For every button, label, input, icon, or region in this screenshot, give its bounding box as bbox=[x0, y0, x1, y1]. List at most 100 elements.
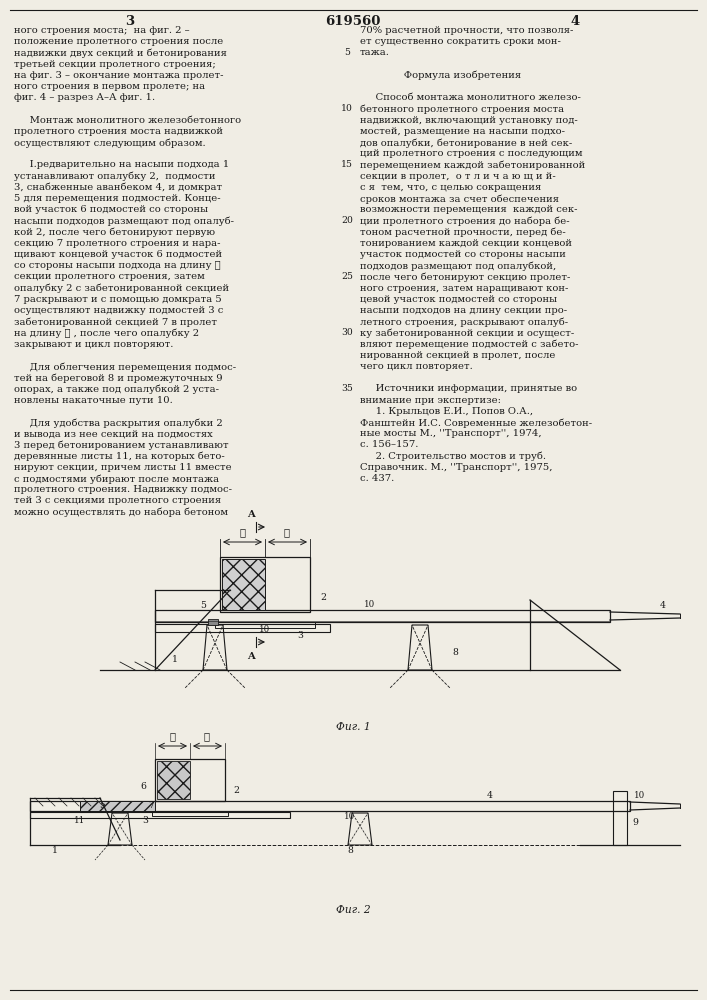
Text: цевой участок подмостей со стороны: цевой участок подмостей со стороны bbox=[360, 295, 557, 304]
Text: Фиг. 2: Фиг. 2 bbox=[336, 905, 370, 915]
Text: опалубку 2 с забетонированной секцией: опалубку 2 с забетонированной секцией bbox=[14, 284, 229, 293]
Text: 2. Строительство мостов и труб.: 2. Строительство мостов и труб. bbox=[360, 452, 546, 461]
Text: I.редварительно на насыпи подхода 1: I.редварительно на насыпи подхода 1 bbox=[14, 160, 229, 169]
Text: 3: 3 bbox=[142, 816, 148, 825]
Text: 20: 20 bbox=[341, 216, 353, 225]
Text: ℓ: ℓ bbox=[239, 528, 245, 537]
Text: Фанштейн И.С. Современные железобетон-: Фанштейн И.С. Современные железобетон- bbox=[360, 418, 592, 428]
Text: 6: 6 bbox=[140, 782, 146, 791]
Text: 1: 1 bbox=[172, 655, 178, 664]
Text: 10: 10 bbox=[341, 104, 353, 113]
Text: A: A bbox=[247, 510, 255, 519]
Text: опорах, а также под опалубкой 2 уста-: опорах, а также под опалубкой 2 уста- bbox=[14, 384, 219, 394]
Text: 10: 10 bbox=[259, 625, 271, 634]
Text: нированной секцией в пролет, после: нированной секцией в пролет, после bbox=[360, 351, 556, 360]
Text: перемещением каждой забетонированной: перемещением каждой забетонированной bbox=[360, 160, 585, 170]
Text: секцию 7 пролетного строения и нара-: секцию 7 пролетного строения и нара- bbox=[14, 239, 221, 248]
Text: ные мосты М., ''Транспорт'', 1974,: ные мосты М., ''Транспорт'', 1974, bbox=[360, 429, 542, 438]
Text: A: A bbox=[247, 652, 255, 661]
Text: ций пролетного строения с последующим: ций пролетного строения с последующим bbox=[360, 149, 583, 158]
Text: насыпи подходов на длину секции про-: насыпи подходов на длину секции про- bbox=[360, 306, 567, 315]
Text: 5 для перемещения подмостей. Конце-: 5 для перемещения подмостей. Конце- bbox=[14, 194, 221, 203]
Text: с я  тем, что, с целью сокращения: с я тем, что, с целью сокращения bbox=[360, 183, 542, 192]
Text: на фиг. 3 – окончание монтажа пролет-: на фиг. 3 – окончание монтажа пролет- bbox=[14, 71, 223, 80]
Text: тажа.: тажа. bbox=[360, 48, 390, 57]
Bar bbox=[152, 811, 228, 816]
Bar bbox=[80, 801, 155, 811]
Text: участок подмостей со стороны насыпи: участок подмостей со стороны насыпи bbox=[360, 250, 566, 259]
Bar bbox=[215, 622, 315, 628]
Text: тоном расчетной прочности, перед бе-: тоном расчетной прочности, перед бе- bbox=[360, 228, 566, 237]
Text: пролетного строения. Надвижку подмос-: пролетного строения. Надвижку подмос- bbox=[14, 485, 232, 494]
Text: 5: 5 bbox=[344, 48, 350, 57]
Text: пролетного строения моста надвижкой: пролетного строения моста надвижкой bbox=[14, 127, 223, 136]
Text: дов опалубки, бетонирование в ней сек-: дов опалубки, бетонирование в ней сек- bbox=[360, 138, 572, 147]
Text: фиг. 4 – разрез А–А фиг. 1.: фиг. 4 – разрез А–А фиг. 1. bbox=[14, 93, 155, 102]
Text: внимание при экспертизе:: внимание при экспертизе: bbox=[360, 396, 501, 405]
Text: Фиг. 1: Фиг. 1 bbox=[336, 722, 370, 732]
Text: насыпи подходов размещают под опалуб-: насыпи подходов размещают под опалуб- bbox=[14, 216, 234, 226]
Bar bbox=[208, 619, 218, 625]
Text: положение пролетного строения после: положение пролетного строения после bbox=[14, 37, 223, 46]
Text: 5: 5 bbox=[200, 601, 206, 610]
Text: 70% расчетной прочности, что позволя-: 70% расчетной прочности, что позволя- bbox=[360, 26, 573, 35]
Bar bbox=[155, 624, 330, 632]
Text: Справочник. М., ''Транспорт'', 1975,: Справочник. М., ''Транспорт'', 1975, bbox=[360, 463, 552, 472]
Text: с подмостями убирают после монтажа: с подмостями убирают после монтажа bbox=[14, 474, 219, 484]
Text: чего цикл повторяет.: чего цикл повторяет. bbox=[360, 362, 473, 371]
Text: 3: 3 bbox=[297, 631, 303, 640]
Text: 7 раскрывают и с помощью домкрата 5: 7 раскрывают и с помощью домкрата 5 bbox=[14, 295, 222, 304]
Text: ции пролетного строения до набора бе-: ции пролетного строения до набора бе- bbox=[360, 216, 570, 226]
Text: закрывают и цикл повторяют.: закрывают и цикл повторяют. bbox=[14, 340, 173, 349]
Text: 15: 15 bbox=[341, 160, 353, 169]
Text: 8: 8 bbox=[452, 648, 458, 657]
Text: 4: 4 bbox=[660, 601, 666, 610]
Text: нируют секции, причем листы 11 вместе: нируют секции, причем листы 11 вместе bbox=[14, 463, 232, 472]
Text: ℓ: ℓ bbox=[169, 732, 175, 741]
Text: сроков монтажа за счет обеспечения: сроков монтажа за счет обеспечения bbox=[360, 194, 559, 204]
Text: устанавливают опалубку 2,  подмости: устанавливают опалубку 2, подмости bbox=[14, 172, 216, 181]
Text: 1. Крыльцов Е.И., Попов О.А.,: 1. Крыльцов Е.И., Попов О.А., bbox=[360, 407, 533, 416]
Text: секции в пролет,  о т л и ч а ю щ и й-: секции в пролет, о т л и ч а ю щ и й- bbox=[360, 172, 556, 181]
Text: 4: 4 bbox=[571, 15, 580, 28]
Text: 619560: 619560 bbox=[325, 15, 380, 28]
Text: надвижкой, включающий установку под-: надвижкой, включающий установку под- bbox=[360, 116, 578, 125]
Text: на длину ℓ , после чего опалубку 2: на длину ℓ , после чего опалубку 2 bbox=[14, 328, 199, 338]
Text: летного строения, раскрывают опалуб-: летного строения, раскрывают опалуб- bbox=[360, 317, 568, 327]
Text: 4: 4 bbox=[487, 791, 493, 800]
Text: бетонного пролетного строения моста: бетонного пролетного строения моста bbox=[360, 104, 564, 114]
Text: ного строения в первом пролете; на: ного строения в первом пролете; на bbox=[14, 82, 205, 91]
Text: подходов размещают под опалубкой,: подходов размещают под опалубкой, bbox=[360, 261, 556, 271]
Text: после чего бетонируют секцию пролет-: после чего бетонируют секцию пролет- bbox=[360, 272, 571, 282]
Text: ку забетонированной секции и осущест-: ку забетонированной секции и осущест- bbox=[360, 328, 574, 338]
Text: с. 156–157.: с. 156–157. bbox=[360, 440, 419, 449]
Bar bbox=[30, 801, 630, 811]
Text: и вывода из нее секций на подмостях: и вывода из нее секций на подмостях bbox=[14, 429, 213, 438]
Text: тей 3 с секциями пролетного строения: тей 3 с секциями пролетного строения bbox=[14, 496, 221, 505]
Text: 2: 2 bbox=[233, 786, 239, 795]
Bar bbox=[155, 610, 610, 622]
Text: Способ монтажа монолитного железо-: Способ монтажа монолитного железо- bbox=[360, 93, 581, 102]
Text: 11: 11 bbox=[74, 816, 86, 825]
Text: осуществляют следующим образом.: осуществляют следующим образом. bbox=[14, 138, 206, 147]
Bar bbox=[613, 791, 627, 845]
Text: 25: 25 bbox=[341, 272, 353, 281]
Text: забетонированной секцией 7 в пролет: забетонированной секцией 7 в пролет bbox=[14, 317, 217, 327]
Text: Для удобства раскрытия опалубки 2: Для удобства раскрытия опалубки 2 bbox=[14, 418, 223, 428]
Text: со стороны насыпи подхода на длину ℓ: со стороны насыпи подхода на длину ℓ bbox=[14, 261, 221, 270]
Text: 3 перед бетонированием устанавливают: 3 перед бетонированием устанавливают bbox=[14, 440, 228, 450]
Text: новлены накаточные пути 10.: новлены накаточные пути 10. bbox=[14, 396, 173, 405]
Text: 2: 2 bbox=[320, 593, 326, 602]
Text: секции пролетного строения, затем: секции пролетного строения, затем bbox=[14, 272, 205, 281]
Text: Источники информации, принятые во: Источники информации, принятые во bbox=[360, 384, 577, 393]
Text: вляют перемещение подмостей с забето-: вляют перемещение подмостей с забето- bbox=[360, 340, 578, 349]
Text: 3, снабженные аванбеком 4, и домкрат: 3, снабженные аванбеком 4, и домкрат bbox=[14, 183, 222, 192]
Text: надвижки двух секций и бетонирования: надвижки двух секций и бетонирования bbox=[14, 48, 227, 58]
Text: 5: 5 bbox=[99, 801, 105, 810]
Text: тей на береговой 8 и промежуточных 9: тей на береговой 8 и промежуточных 9 bbox=[14, 373, 223, 383]
Text: Для облегчения перемещения подмос-: Для облегчения перемещения подмос- bbox=[14, 362, 236, 371]
Text: ℓ: ℓ bbox=[204, 732, 210, 741]
Text: 10: 10 bbox=[634, 791, 645, 800]
Text: ℓ: ℓ bbox=[284, 528, 290, 537]
Text: ного строения, затем наращивают кон-: ного строения, затем наращивают кон- bbox=[360, 284, 568, 293]
